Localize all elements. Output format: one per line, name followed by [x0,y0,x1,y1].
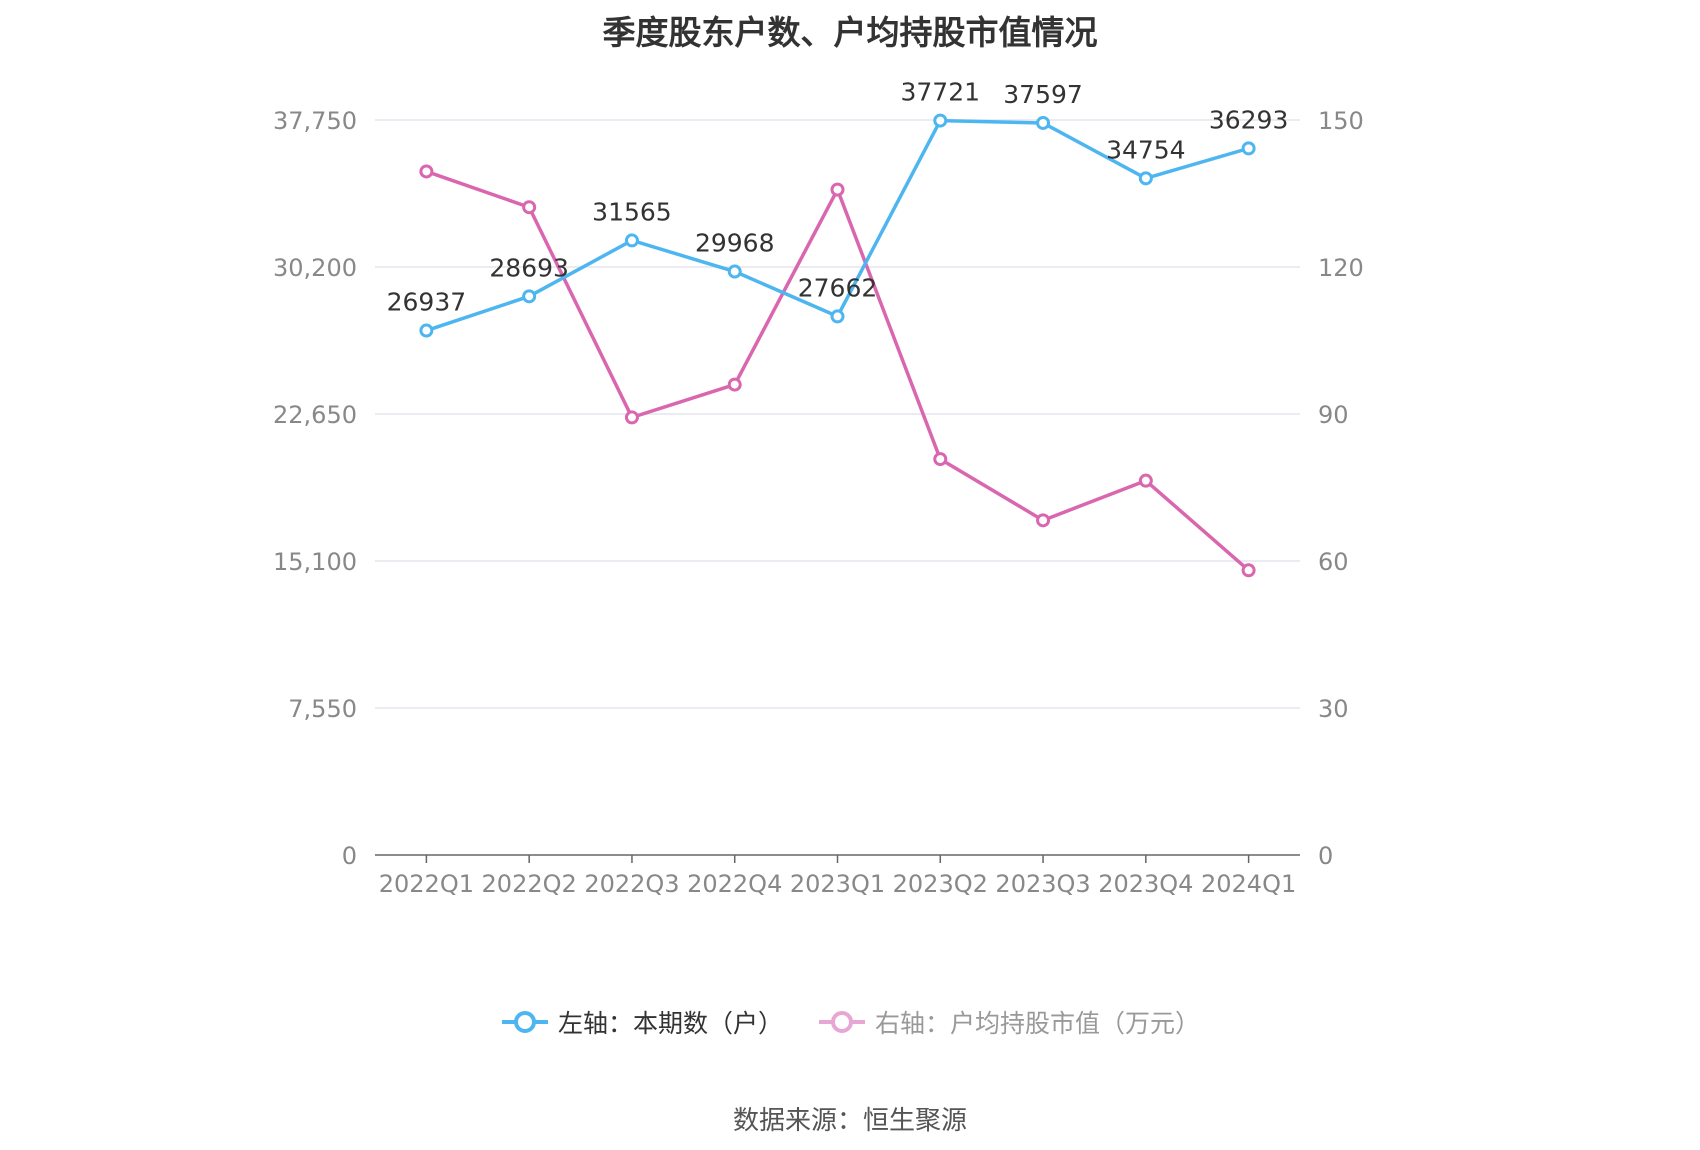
legend-label-holders: 左轴：本期数（户） [557,1009,783,1038]
right-axis-tick-label: 150 [1318,107,1364,135]
x-axis-tick-label: 2023Q1 [790,870,885,898]
legend-item-holders[interactable]: 左轴：本期数（户） [500,1004,783,1040]
legend-label-avg-value: 右轴：户均持股市值（万元） [875,1009,1201,1038]
left-axis-tick-label: 15,100 [273,548,357,576]
data-point-right [933,452,948,467]
data-labels: 26937 28693 31565 29968 27662 37721 37597 34754… [387,78,1289,317]
right-axis-tick-label: 30 [1318,695,1349,723]
left-axis-tick-label: 0 [342,842,357,870]
data-label: 29968 [695,229,775,258]
left-axis-tick-label: 37,750 [273,107,357,135]
x-axis-tick-label: 2023Q2 [893,870,988,898]
data-source: 数据来源：恒生聚源 [732,1106,967,1136]
left-axis-tick-label: 30,200 [273,254,357,282]
axes: 0 0 7,550 30 15,100 60 22,650 90 30,200 120 37,750… [273,107,1364,898]
legend-marker-holders [501,1011,548,1033]
data-point-left [1138,171,1153,186]
left-axis-tick-label: 22,650 [273,401,357,429]
x-axis-tick-label: 2023Q3 [995,870,1090,898]
data-label: 26937 [387,288,467,317]
right-axis-tick-label: 120 [1318,254,1364,282]
data-point-left [830,309,845,324]
data-point-right [830,182,845,197]
data-point-left [1036,115,1051,130]
series-line-right [425,169,1250,572]
left-axis-tick-label: 7,550 [288,695,357,723]
data-point-right [727,377,742,392]
data-point-right [522,200,537,215]
data-point-left [419,323,434,338]
data-point-left [1241,141,1256,156]
data-point-right [419,164,434,179]
data-point-right [1241,563,1256,578]
data-point-right [1036,513,1051,528]
legend-marker-avg-value [819,1011,865,1033]
data-point-left [522,289,537,304]
right-axis-tick-label: 0 [1318,842,1333,870]
grid-lines [375,119,1300,709]
data-label: 37597 [1003,80,1083,109]
x-axis-tick-label: 2023Q4 [1098,870,1193,898]
data-label: 34754 [1106,135,1186,164]
data-label: 36293 [1209,105,1289,134]
right-axis-tick-label: 90 [1318,401,1349,429]
data-label: 27662 [798,273,878,302]
legend-item-avg-value[interactable]: 右轴：户均持股市值（万元） [817,1004,1200,1040]
data-point-right [1138,473,1153,488]
data-point-left [933,113,948,128]
x-axis-tick-label: 2024Q1 [1201,870,1296,898]
data-label: 37721 [901,78,981,107]
data-point-left [727,264,742,279]
x-axis-tick-label: 2022Q1 [379,870,474,898]
data-label: 28693 [489,253,569,282]
series [419,113,1256,578]
x-axis-tick-label: 2022Q3 [584,870,679,898]
legend: 左轴：本期数（户） 右轴：户均持股市值（万元） [0,1004,1700,1040]
x-axis-tick-label: 2022Q4 [687,870,782,898]
data-point-right [624,410,639,425]
chart-title: 季度股东户数、户均持股市值情况 [602,13,1098,52]
data-point-left [624,233,639,248]
right-axis-tick-label: 60 [1318,548,1349,576]
data-label: 31565 [592,197,672,226]
x-axis-tick-label: 2022Q2 [482,870,577,898]
